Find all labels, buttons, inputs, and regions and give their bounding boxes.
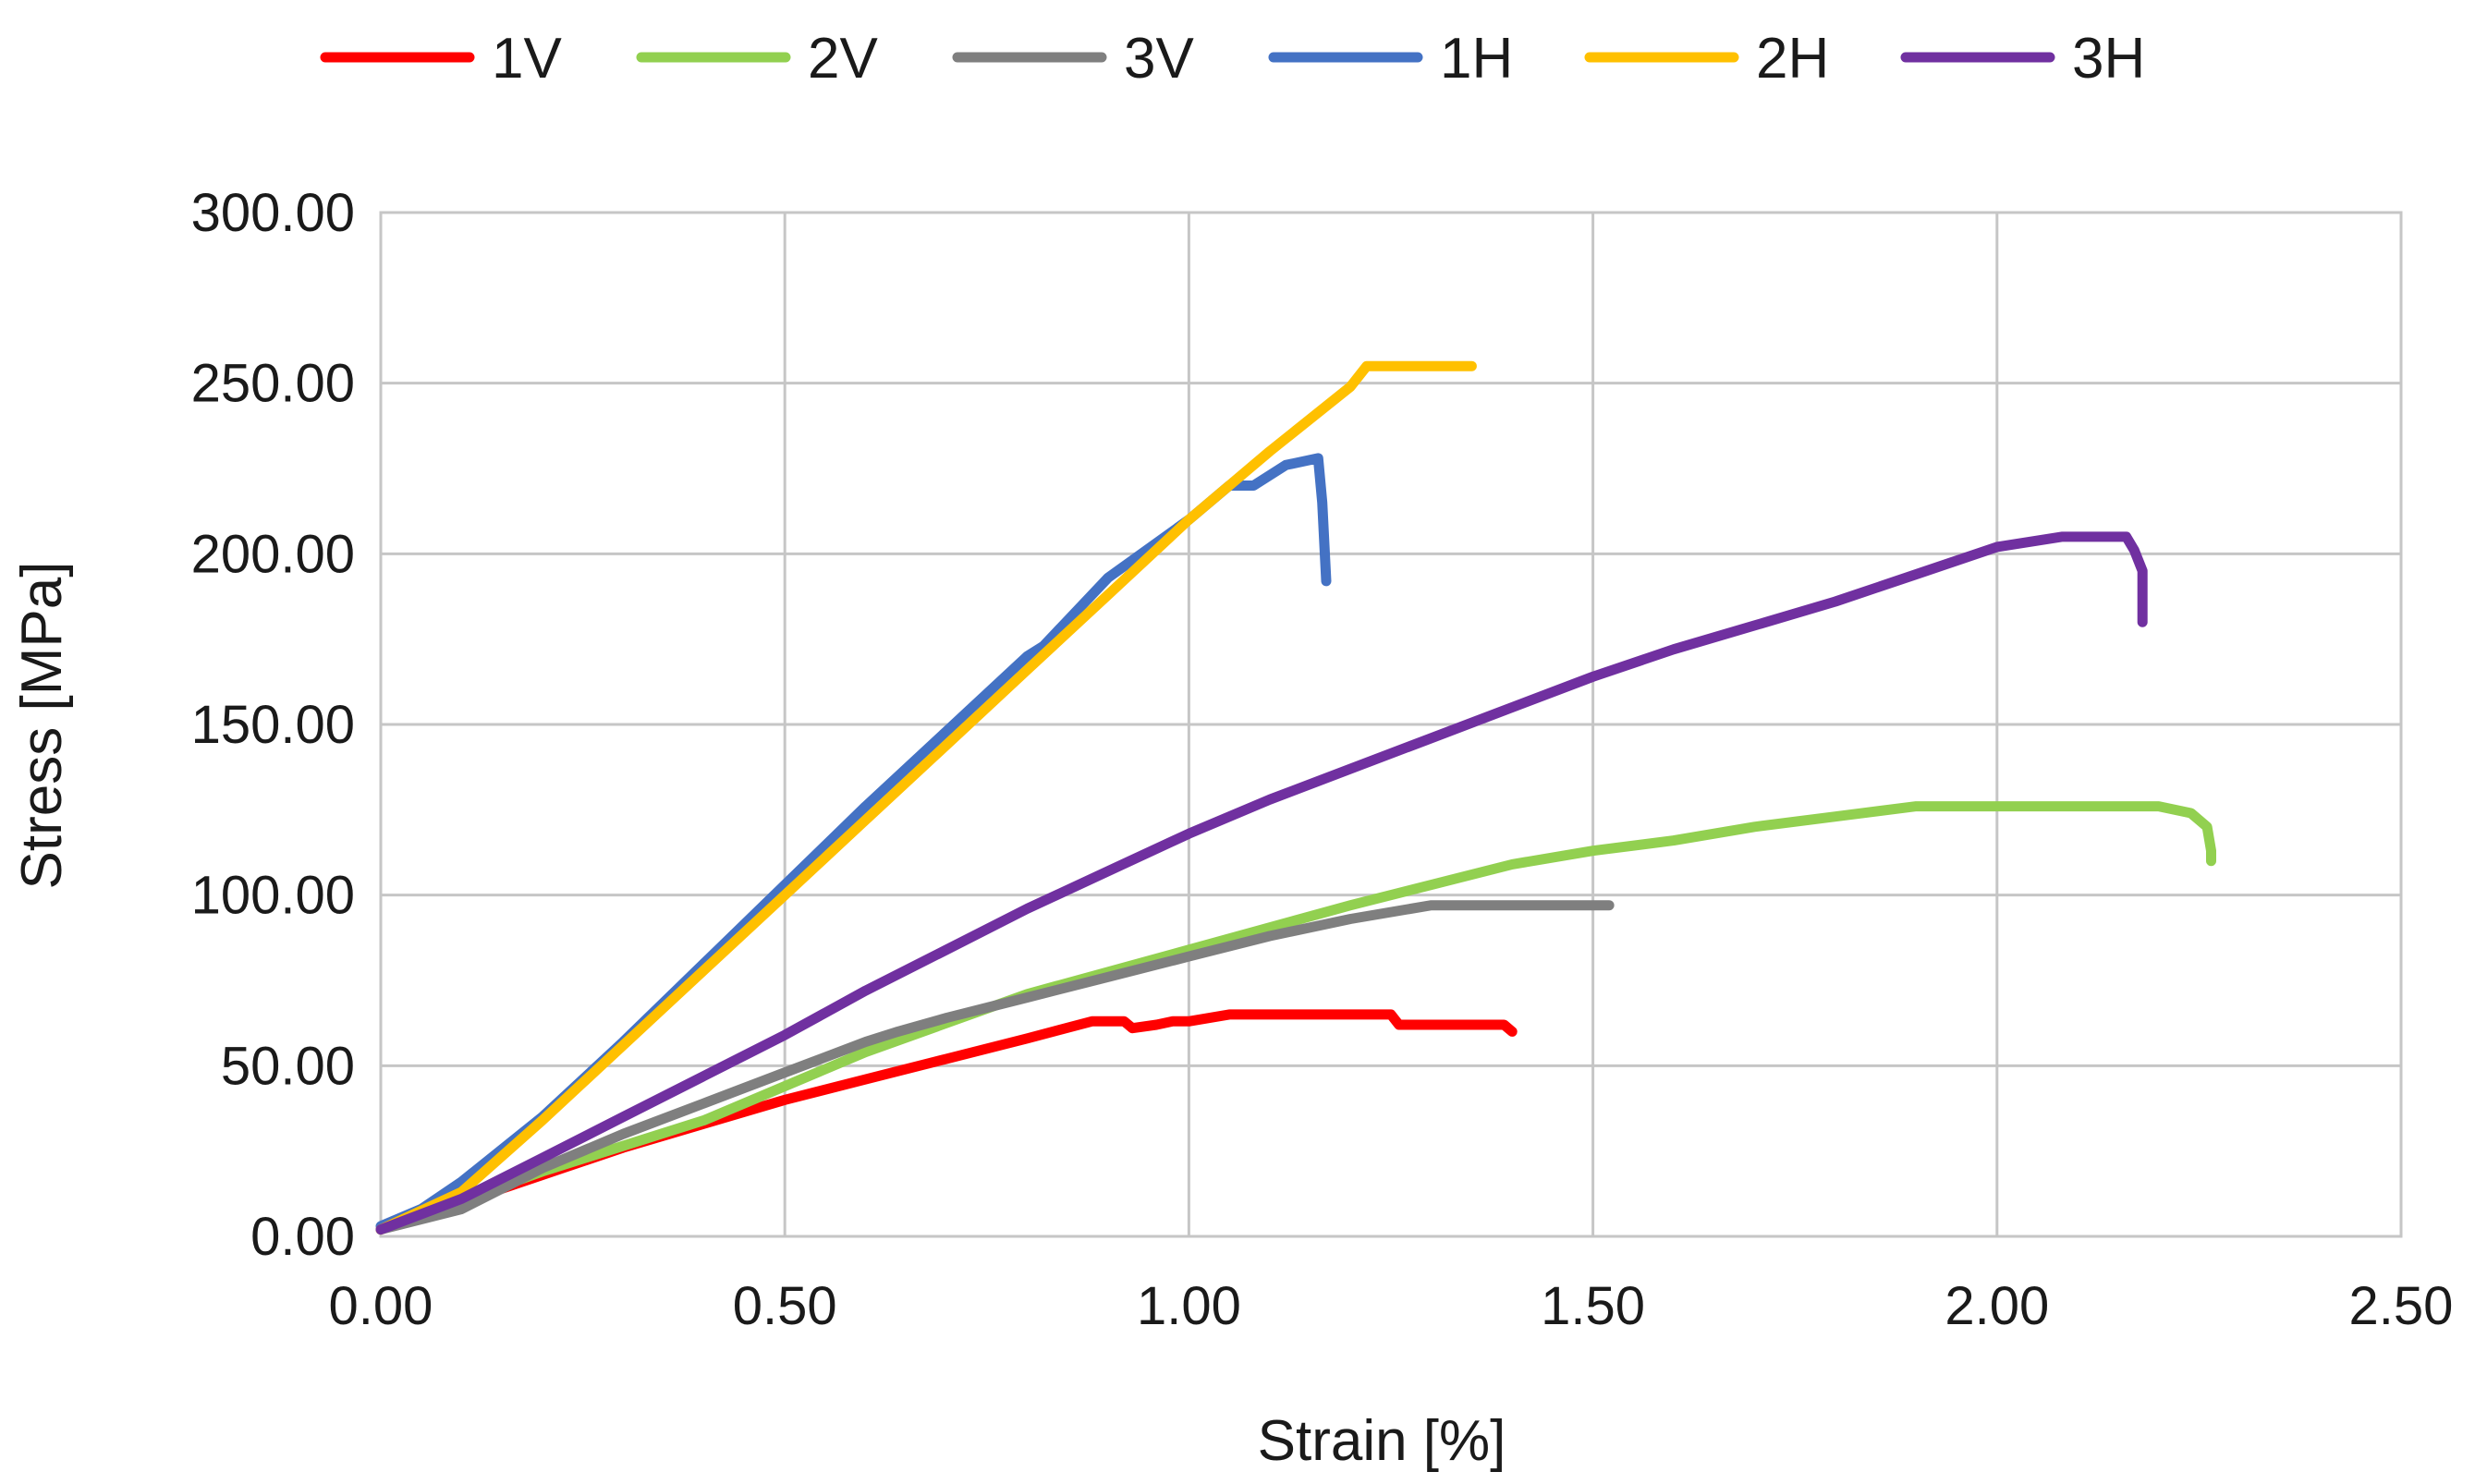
- legend-label-1h: 1H: [1440, 27, 1513, 91]
- series-layer: [375, 360, 2216, 1235]
- x-tick-label: 1.50: [1541, 1276, 1645, 1336]
- x-tick-label: 2.00: [1945, 1276, 2049, 1336]
- y-tick-label: 100.00: [191, 866, 355, 926]
- series-line-1v: [375, 1009, 1518, 1235]
- series-line-2h: [375, 360, 1477, 1235]
- y-tick-label: 300.00: [191, 183, 355, 243]
- x-tick-label: 1.00: [1137, 1276, 1241, 1336]
- y-tick-label: 150.00: [191, 695, 355, 755]
- y-tick-label: 250.00: [191, 354, 355, 414]
- tick-labels: 0.00 50.00 100.00 150.00 200.00 250.00 300.00 0…: [191, 183, 2454, 1336]
- legend-label-1v: 1V: [492, 27, 562, 91]
- series-line-2v: [375, 801, 2216, 1235]
- x-axis-title: Strain [%]: [1258, 1409, 1506, 1473]
- y-tick-label: 50.00: [221, 1036, 355, 1096]
- y-tick-label: 200.00: [191, 524, 355, 584]
- legend: 1V 2V 3V 1H 2H 3H: [320, 27, 2145, 91]
- x-tick-label: 0.50: [733, 1276, 837, 1336]
- series-line-3h: [375, 531, 2148, 1235]
- series-line-1h: [375, 453, 1332, 1232]
- legend-label-3v: 3V: [1124, 27, 1194, 91]
- legend-label-2v: 2V: [808, 27, 878, 91]
- series-line-3v: [375, 900, 1615, 1235]
- y-axis-title: Stress [MPa]: [10, 562, 74, 890]
- x-tick-label: 0.00: [329, 1276, 433, 1336]
- y-tick-label: 0.00: [250, 1207, 355, 1267]
- gridlines: [379, 211, 2403, 1238]
- legend-label-2h: 2H: [1756, 27, 1829, 91]
- x-tick-label: 2.50: [2349, 1276, 2454, 1336]
- legend-label-3h: 3H: [2072, 27, 2145, 91]
- plot-area-frame: [379, 211, 2403, 1238]
